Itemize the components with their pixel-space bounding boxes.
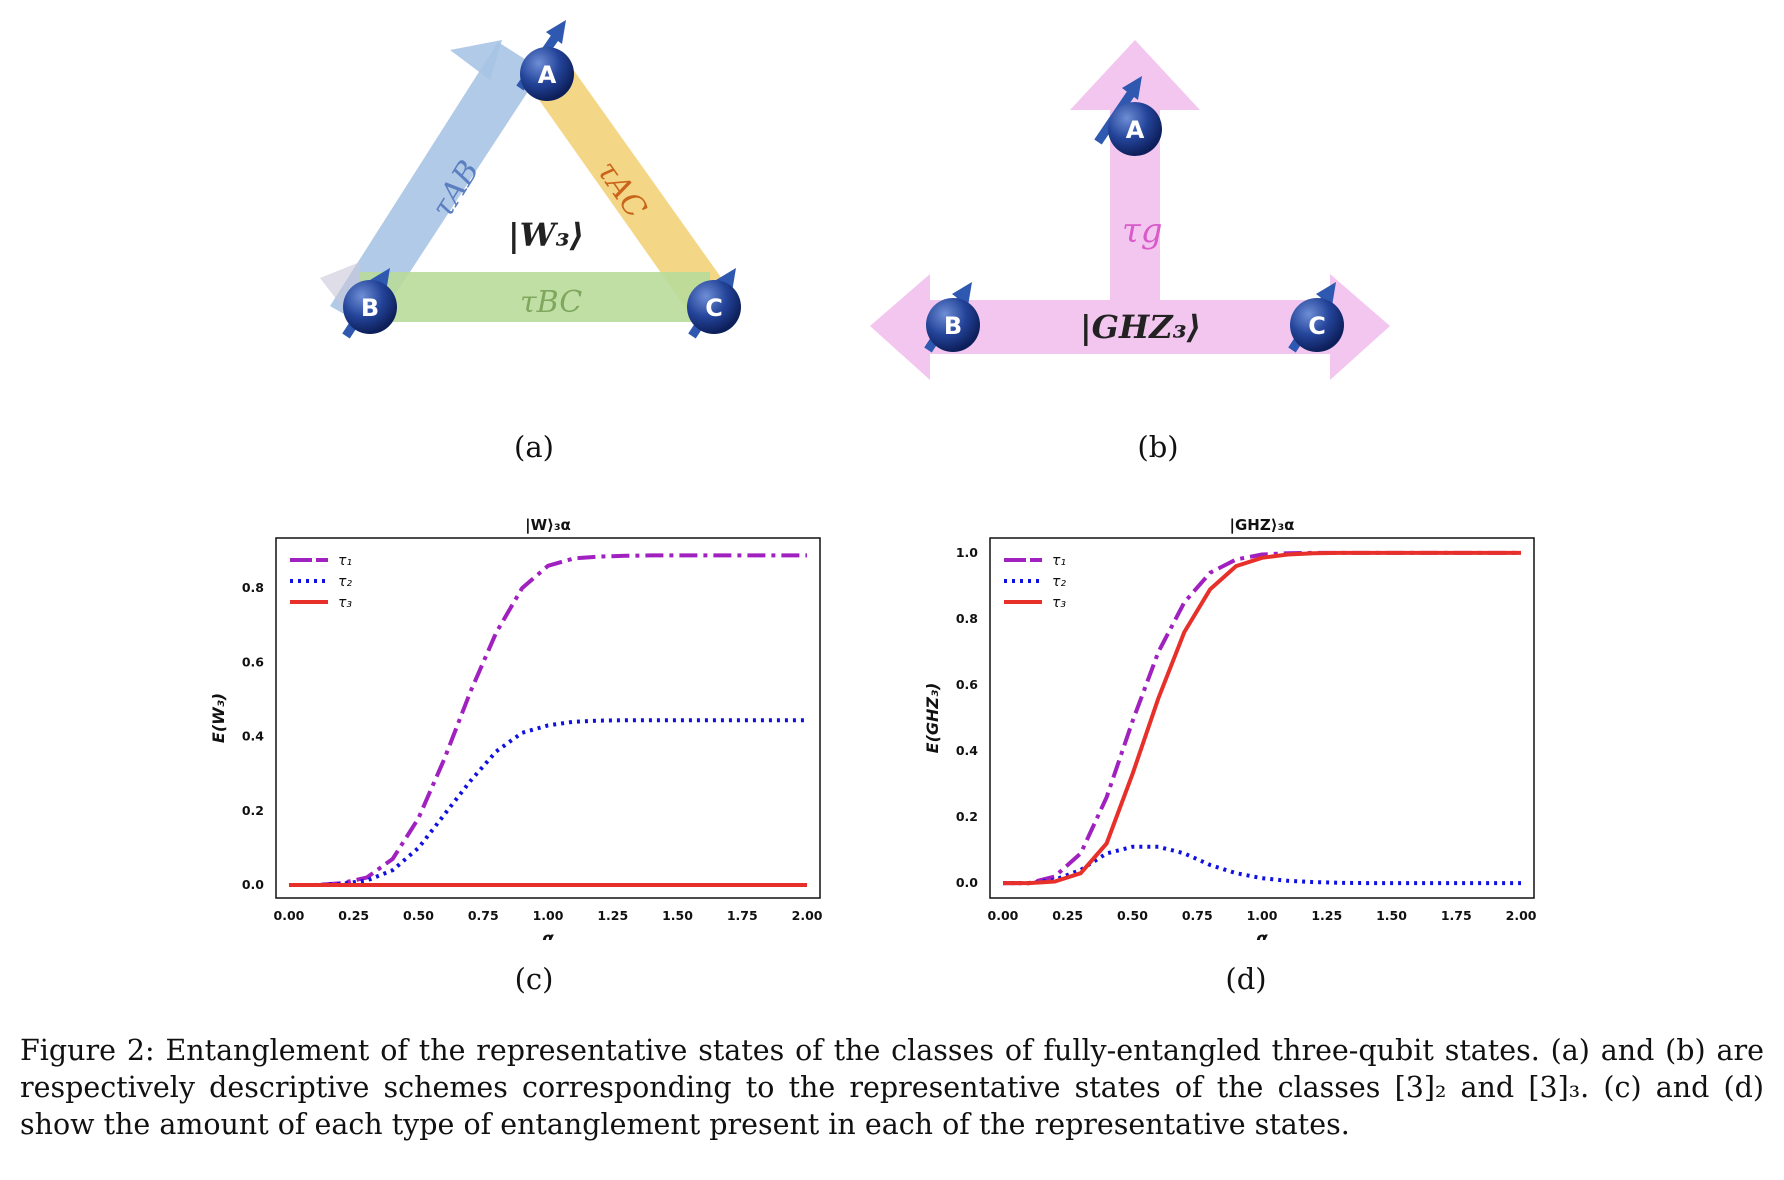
x-tick-label: 1.00 — [533, 908, 564, 923]
qubit-b: B — [342, 268, 397, 339]
panel-b-label: (b) — [1137, 430, 1179, 464]
svg-text:C: C — [705, 294, 723, 322]
y-tick-label: 0.4 — [242, 729, 264, 744]
x-tick-label: 0.25 — [338, 908, 369, 923]
x-tick-label: 1.50 — [662, 908, 693, 923]
chart-w3: |W⟩₃α 0.00 0.25 0.50 0.75 1.00 1.25 1.50 1.75 2.0… — [209, 516, 823, 940]
qubit-c: C — [1288, 282, 1344, 353]
panel-c-label: (c) — [514, 962, 554, 996]
series-line-1 — [289, 553, 807, 887]
edge-ac — [525, 58, 730, 314]
y-tick-label: 0.0 — [242, 877, 264, 892]
y-tick-label: 0.2 — [242, 803, 264, 818]
y-axis-label: E(W₃) — [209, 693, 228, 743]
series-line-2 — [1003, 844, 1521, 886]
y-tick-label: 0.4 — [956, 743, 978, 758]
panel-d-label: (d) — [1225, 962, 1267, 996]
legend-entry: τ₃ — [1052, 595, 1066, 611]
legend-entry: τ₁ — [338, 553, 352, 569]
x-tick-label: 1.75 — [727, 908, 758, 923]
x-axis-label: α — [542, 929, 554, 940]
x-tick-label: 2.00 — [792, 908, 823, 923]
y-tick-label: 0.8 — [242, 580, 264, 595]
edge-ab — [330, 40, 542, 330]
qubit-c: C — [687, 268, 741, 339]
x-tick-label: 0.00 — [274, 908, 305, 923]
series-line-2 — [289, 718, 807, 887]
chart-ghz3: |GHZ⟩₃α 0.00 0.25 0.50 0.75 1.00 1.25 1.50 1.75 2… — [923, 516, 1537, 940]
x-tick-label: 1.25 — [597, 908, 628, 923]
legend-entry: τ₂ — [1052, 574, 1066, 590]
svg-text:C: C — [1308, 312, 1326, 340]
x-tick-label: 0.50 — [1117, 908, 1148, 923]
x-tick-label: 0.00 — [988, 908, 1019, 923]
x-tick-label: 0.25 — [1052, 908, 1083, 923]
series-line-3 — [1003, 550, 1521, 886]
y-axis-label: E(GHZ₃) — [923, 683, 942, 754]
x-tick-label: 1.25 — [1311, 908, 1342, 923]
panel-a-scheme: τAB τAC τBC |W₃⟩ A B C — [320, 20, 741, 339]
svg-text:B: B — [361, 294, 379, 322]
x-axis-label: α — [1256, 929, 1268, 940]
x-tick-label: 2.00 — [1506, 908, 1537, 923]
x-tick-label: 0.75 — [1182, 908, 1213, 923]
y-tick-label: 0.6 — [956, 677, 978, 692]
plot-frame — [275, 537, 821, 899]
chart-title: |GHZ⟩₃α — [1230, 516, 1295, 535]
qubit-a: A — [1094, 76, 1162, 156]
edge-label-g: τg — [1122, 211, 1163, 251]
x-tick-label: 1.75 — [1441, 908, 1472, 923]
legend-entry: τ₃ — [338, 595, 352, 611]
caption-text: Entanglement of the representative state… — [20, 1034, 1764, 1141]
svg-text:B: B — [944, 312, 962, 340]
plot-frame — [989, 537, 1535, 899]
panel-b-scheme: τg |GHZ₃⟩ A B C — [870, 40, 1390, 380]
y-tick-label: 0.6 — [242, 654, 264, 669]
series-line-1 — [1003, 550, 1521, 886]
x-tick-label: 0.75 — [468, 908, 499, 923]
edge-label-bc: τBC — [520, 285, 582, 320]
figure-number: Figure 2: — [20, 1034, 155, 1067]
legend-entry: τ₁ — [1052, 553, 1066, 569]
panel-a-label: (a) — [514, 430, 554, 464]
x-tick-label: 0.50 — [403, 908, 434, 923]
y-tick-label: 0.0 — [956, 875, 978, 890]
state-label-w3: |W₃⟩ — [508, 216, 584, 254]
figure-caption: Figure 2: Entanglement of the representa… — [20, 1032, 1764, 1143]
state-label-ghz3: |GHZ₃⟩ — [1080, 308, 1201, 346]
y-tick-label: 1.0 — [956, 545, 978, 560]
y-tick-label: 0.2 — [956, 809, 978, 824]
qubit-b: B — [924, 282, 980, 353]
qubit-a: A — [516, 20, 574, 101]
x-tick-label: 1.00 — [1247, 908, 1278, 923]
edge-g-horizontal — [870, 274, 1390, 380]
x-tick-label: 1.50 — [1376, 908, 1407, 923]
svg-text:A: A — [1126, 116, 1145, 144]
legend-entry: τ₂ — [338, 574, 352, 590]
chart-title: |W⟩₃α — [525, 516, 571, 535]
y-tick-label: 0.8 — [956, 611, 978, 626]
svg-text:A: A — [538, 61, 557, 89]
